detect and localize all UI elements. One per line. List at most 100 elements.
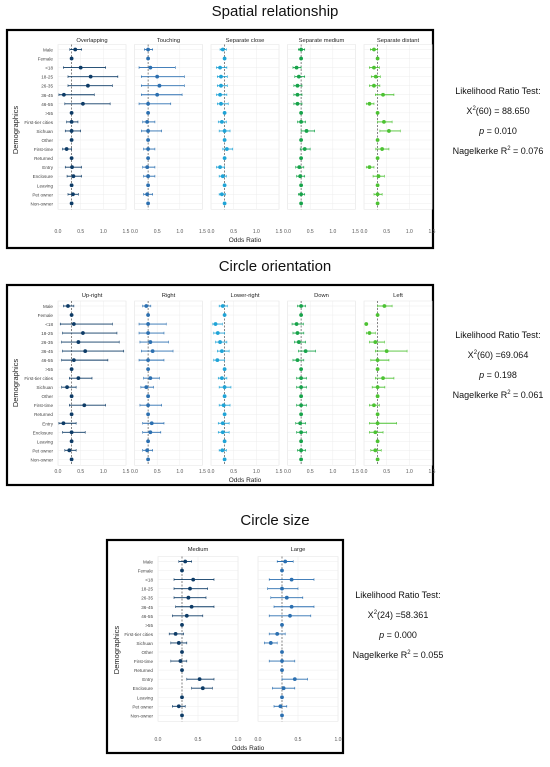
orientation-point bbox=[146, 457, 151, 462]
size-point bbox=[180, 713, 184, 718]
spatial-tick-label: 0.0 bbox=[55, 229, 62, 235]
size-point bbox=[292, 677, 297, 682]
spatial-point bbox=[375, 138, 380, 142]
spatial-point bbox=[145, 165, 150, 170]
spatial-point bbox=[298, 174, 303, 179]
spatial-point bbox=[375, 183, 380, 188]
size-category-label: Enclosure bbox=[133, 686, 154, 691]
spatial-point bbox=[367, 101, 372, 106]
spatial-point bbox=[372, 65, 376, 70]
spatial-panel-bg bbox=[287, 44, 356, 210]
orientation-point bbox=[220, 304, 225, 308]
size-point bbox=[275, 632, 280, 636]
orientation-tick-label: 0.5 bbox=[307, 469, 314, 475]
orientation-point bbox=[69, 430, 74, 435]
size-tick-label: 0.5 bbox=[295, 737, 302, 743]
orientation-point bbox=[222, 367, 227, 372]
size-facet-header: Large bbox=[291, 547, 306, 553]
size-category-label: 26-35 bbox=[141, 596, 153, 601]
orientation-tick-label: 1.0 bbox=[253, 469, 260, 475]
size-point bbox=[280, 586, 284, 591]
orientation-point bbox=[296, 340, 301, 344]
spatial-point bbox=[146, 56, 151, 61]
size-category-label: Male bbox=[143, 560, 153, 565]
orientation-point bbox=[221, 403, 226, 408]
orientation-point bbox=[69, 439, 74, 444]
spatial-tick-label: 1.5 bbox=[429, 229, 436, 235]
orientation-xlabel: Odds Ratio bbox=[229, 477, 262, 484]
orientation-point bbox=[146, 439, 151, 444]
orientation-point bbox=[220, 448, 225, 453]
size-category-label: First-time bbox=[134, 659, 154, 664]
size-point bbox=[197, 677, 202, 682]
orientation-point bbox=[215, 331, 220, 335]
size-facet-header: Medium bbox=[188, 547, 209, 553]
spatial-point bbox=[380, 147, 385, 151]
orientation-panel-bg bbox=[287, 300, 356, 466]
spatial-tick-label: 0.0 bbox=[131, 229, 138, 235]
spatial-tick-label: 0.0 bbox=[208, 229, 215, 235]
orientation-point bbox=[82, 403, 87, 408]
orientation-panel-bg bbox=[134, 300, 203, 466]
size-point bbox=[180, 695, 184, 700]
orientation-point bbox=[382, 304, 387, 308]
orientation-tick-label: 1.0 bbox=[176, 469, 183, 475]
orientation-tick-label: 1.5 bbox=[123, 469, 130, 475]
spatial-point bbox=[373, 74, 378, 79]
spatial-point bbox=[372, 47, 376, 52]
size-point bbox=[289, 577, 294, 582]
orientation-point bbox=[375, 313, 380, 317]
spatial-point bbox=[382, 120, 386, 124]
spatial-point bbox=[219, 192, 224, 197]
spatial-point bbox=[71, 174, 76, 179]
orientation-panel-bg bbox=[363, 300, 433, 466]
orientation-point bbox=[372, 403, 376, 408]
orientation-tick-label: 0.5 bbox=[154, 469, 161, 475]
orientation-category-label: Leaving bbox=[37, 439, 54, 444]
orientation-point bbox=[71, 322, 76, 326]
spatial-tick-label: 1.0 bbox=[329, 229, 336, 235]
spatial-point bbox=[69, 138, 74, 142]
spatial-category-label: 18-25 bbox=[41, 75, 53, 80]
orientation-facet-header: Left bbox=[393, 293, 403, 299]
spatial-tick-label: 0.5 bbox=[307, 229, 314, 235]
stats-chi: X2(60) = 88.650 bbox=[466, 106, 530, 116]
spatial-point bbox=[299, 156, 303, 161]
orientation-point bbox=[76, 340, 81, 344]
spatial-point bbox=[367, 165, 372, 170]
spatial-point bbox=[148, 65, 153, 70]
orientation-point bbox=[146, 313, 151, 317]
orientation-point bbox=[148, 340, 153, 344]
spatial-facet-header: Touching bbox=[157, 38, 180, 44]
spatial-point bbox=[146, 110, 151, 115]
size-point bbox=[288, 613, 292, 618]
orientation-point bbox=[294, 322, 299, 326]
size-category-label: Leaving bbox=[137, 695, 154, 700]
spatial-point bbox=[69, 183, 74, 188]
size-point bbox=[200, 686, 205, 691]
orientation-point bbox=[381, 376, 385, 381]
orientation-category-label: 46-55 bbox=[41, 358, 53, 363]
spatial-category-label: Entry bbox=[42, 165, 53, 170]
size-category-label: Female bbox=[138, 569, 154, 574]
orientation-category-label: 18-25 bbox=[41, 331, 53, 336]
orientation-point bbox=[144, 304, 149, 308]
orientation-category-label: 36-45 bbox=[41, 349, 53, 354]
spatial-tick-label: 0.0 bbox=[361, 229, 368, 235]
stats-r2: Nagelkerke R2 = 0.076 bbox=[452, 146, 544, 156]
spatial-category-label: Enclosure bbox=[33, 174, 54, 179]
stats-p: p = 0.010 bbox=[479, 126, 517, 136]
size-point bbox=[191, 577, 196, 582]
size-point bbox=[180, 622, 184, 627]
spatial-category-label: Male bbox=[43, 48, 53, 53]
orientation-tick-label: 1.0 bbox=[329, 469, 336, 475]
spatial-xlabel: Odds Ratio bbox=[229, 237, 262, 244]
spatial-category-label: Other bbox=[42, 138, 54, 143]
orientation-point bbox=[375, 439, 380, 444]
orientation-point bbox=[69, 412, 74, 417]
orientation-point bbox=[299, 439, 303, 444]
spatial-point bbox=[375, 201, 380, 206]
size-category-label: First-tier cities bbox=[124, 632, 153, 637]
size-point bbox=[280, 713, 284, 718]
